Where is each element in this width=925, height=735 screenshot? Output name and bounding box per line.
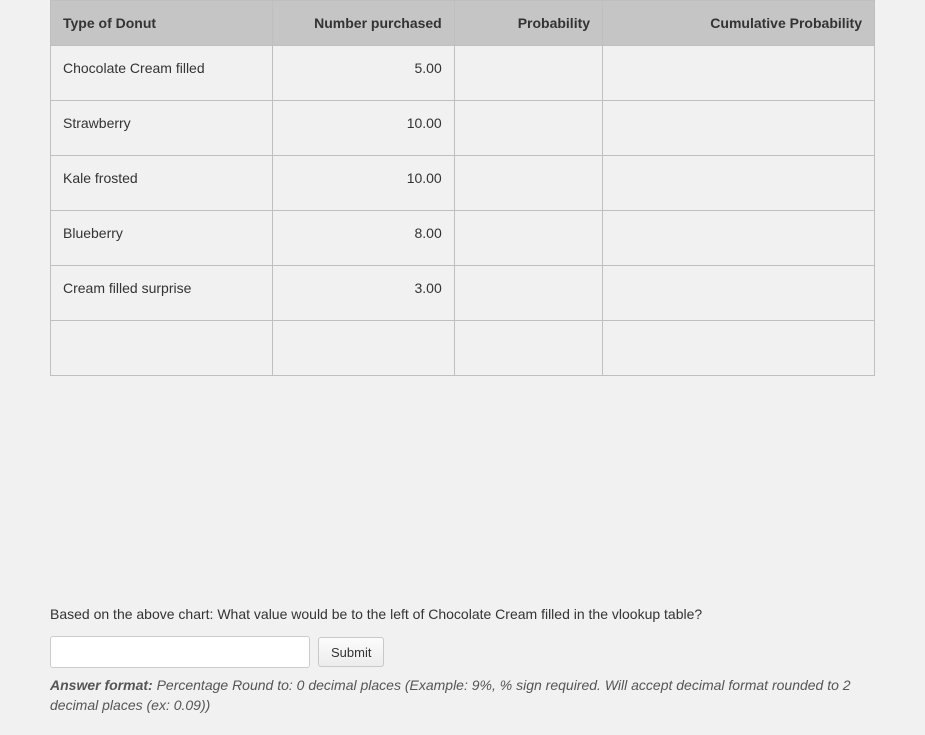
table-row: Kale frosted 10.00 bbox=[51, 156, 875, 211]
cell-prob bbox=[454, 266, 602, 321]
cell-cprob bbox=[603, 266, 875, 321]
table-row: Blueberry 8.00 bbox=[51, 211, 875, 266]
cell-cprob bbox=[603, 101, 875, 156]
cell-type: Cream filled surprise bbox=[51, 266, 273, 321]
table-row: Chocolate Cream filled 5.00 bbox=[51, 46, 875, 101]
table-row: Strawberry 10.00 bbox=[51, 101, 875, 156]
col-header-type: Type of Donut bbox=[51, 1, 273, 46]
cell-number: 10.00 bbox=[273, 156, 454, 211]
cell-cprob bbox=[603, 211, 875, 266]
table-row bbox=[51, 321, 875, 376]
cell-type: Chocolate Cream filled bbox=[51, 46, 273, 101]
cell-cprob bbox=[603, 46, 875, 101]
cell-prob bbox=[454, 46, 602, 101]
cell-number: 10.00 bbox=[273, 101, 454, 156]
question-text: Based on the above chart: What value wou… bbox=[50, 606, 875, 622]
cell-prob bbox=[454, 101, 602, 156]
donut-table: Type of Donut Number purchased Probabili… bbox=[50, 0, 875, 376]
cell-type bbox=[51, 321, 273, 376]
answer-format-label: Answer format: bbox=[50, 677, 153, 693]
cell-cprob bbox=[603, 156, 875, 211]
cell-number: 3.00 bbox=[273, 266, 454, 321]
answer-input[interactable] bbox=[50, 636, 310, 668]
cell-prob bbox=[454, 211, 602, 266]
cell-prob bbox=[454, 321, 602, 376]
submit-button[interactable]: Submit bbox=[318, 637, 384, 667]
col-header-prob: Probability bbox=[454, 1, 602, 46]
cell-type: Blueberry bbox=[51, 211, 273, 266]
cell-type: Strawberry bbox=[51, 101, 273, 156]
answer-format-text: Percentage Round to: 0 decimal places (E… bbox=[50, 677, 851, 713]
col-header-number: Number purchased bbox=[273, 1, 454, 46]
col-header-cprob: Cumulative Probability bbox=[603, 1, 875, 46]
cell-number bbox=[273, 321, 454, 376]
cell-cprob bbox=[603, 321, 875, 376]
table-row: Cream filled surprise 3.00 bbox=[51, 266, 875, 321]
table-header-row: Type of Donut Number purchased Probabili… bbox=[51, 1, 875, 46]
cell-type: Kale frosted bbox=[51, 156, 273, 211]
cell-number: 8.00 bbox=[273, 211, 454, 266]
cell-number: 5.00 bbox=[273, 46, 454, 101]
answer-format-note: Answer format: Percentage Round to: 0 de… bbox=[50, 676, 875, 715]
cell-prob bbox=[454, 156, 602, 211]
